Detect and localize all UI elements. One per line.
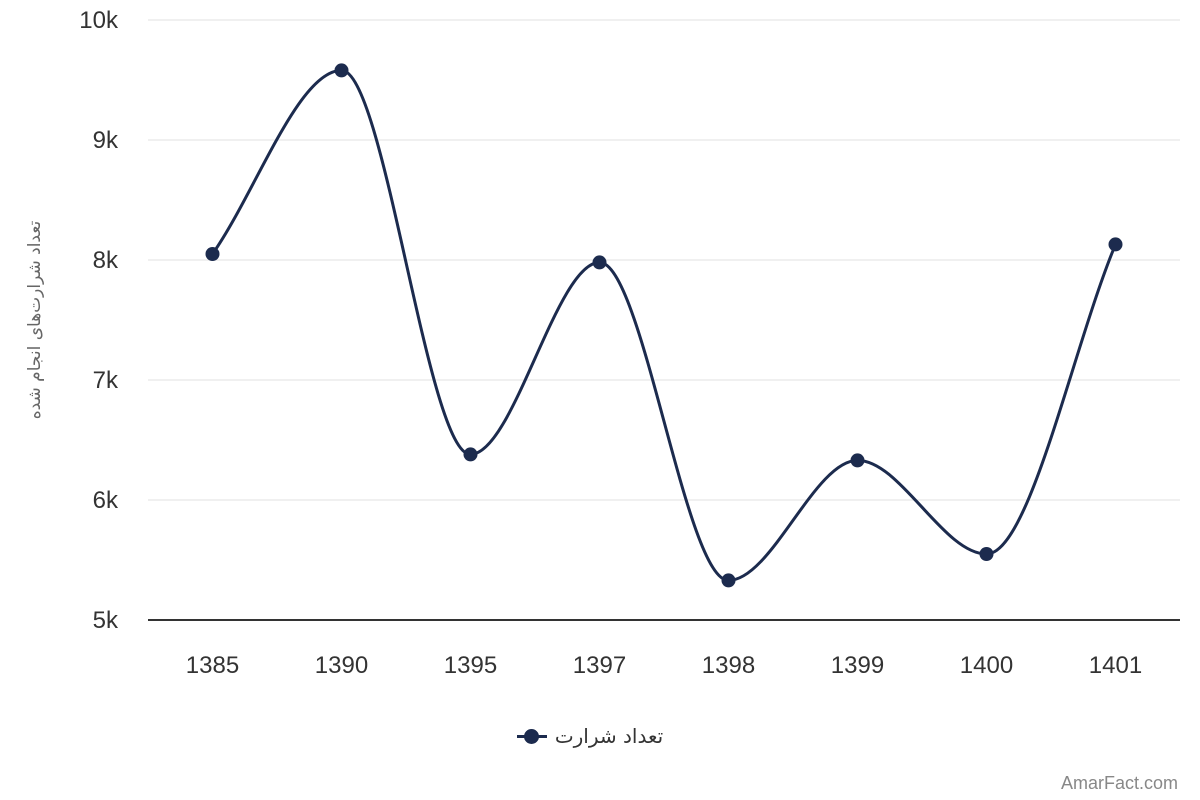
x-tick-label: 1385: [186, 652, 239, 679]
data-point[interactable]: [850, 453, 865, 468]
legend-label[interactable]: تعداد شرارت: [554, 724, 664, 748]
gridlines: [148, 19, 1180, 501]
y-tick-label: 8k: [93, 247, 119, 274]
data-point[interactable]: [205, 247, 220, 261]
y-tick-label: 6k: [93, 487, 119, 514]
data-point[interactable]: [721, 573, 736, 588]
y-tick-label: 9k: [93, 127, 119, 154]
y-tick-label: 5k: [93, 607, 119, 634]
x-tick-label: 1395: [444, 652, 497, 679]
x-tick-label: 1390: [315, 652, 368, 679]
data-point[interactable]: [592, 255, 607, 270]
x-tick-label: 1401: [1089, 652, 1142, 679]
x-tick-label: 1400: [960, 652, 1013, 679]
series-layer: [205, 63, 1123, 588]
legend-marker-icon: [516, 726, 547, 746]
series-line: [211, 68, 1117, 582]
y-axis-ticks: 5k 6k 7k 8k 9k 10k: [79, 7, 119, 634]
y-axis-title: تعداد شرارت‌های انجام شده: [25, 220, 45, 419]
data-point[interactable]: [1108, 237, 1123, 252]
x-tick-label: 1398: [702, 652, 755, 679]
y-tick-label: 10k: [79, 7, 119, 34]
x-tick-label: 1397: [573, 652, 626, 679]
legend[interactable]: تعداد شرارت: [0, 724, 1180, 748]
x-axis-ticks: 1385 1390 1395 1397 1398 1399 1400 1401: [186, 652, 1142, 679]
watermark: AmarFact.com: [1060, 773, 1178, 793]
y-tick-label: 7k: [93, 367, 119, 394]
x-tick-label: 1399: [831, 652, 884, 679]
data-point[interactable]: [463, 447, 478, 462]
data-point[interactable]: [334, 63, 349, 78]
data-point[interactable]: [979, 547, 994, 561]
